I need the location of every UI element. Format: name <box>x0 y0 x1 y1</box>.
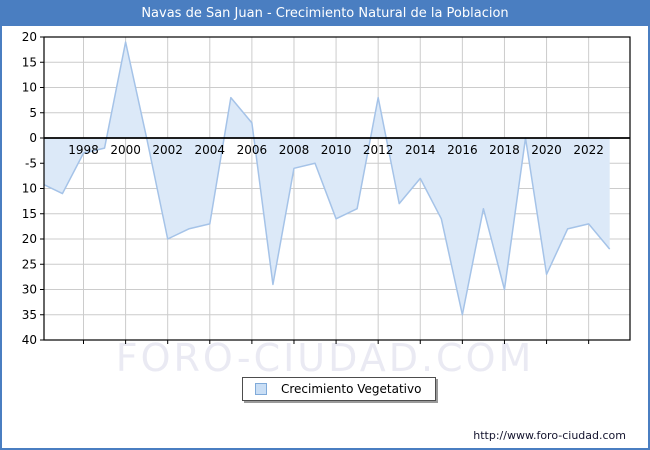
legend-item[interactable]: Crecimiento Vegetativo <box>242 377 437 401</box>
plot-area: 20 15 10 5 0 -5 -10 -15 -20 -25 -30 -35 -40 1998 2000 2… <box>22 32 640 354</box>
y-tick-label: 20 <box>22 32 37 44</box>
series-area <box>44 42 610 315</box>
chart-title-bar: Navas de San Juan - Crecimiento Natural … <box>2 2 648 26</box>
y-tick-label: -20 <box>22 232 37 246</box>
y-tick-label: 10 <box>22 81 37 95</box>
x-tick-label: 2022 <box>573 143 604 157</box>
y-tick-label: -30 <box>22 283 37 297</box>
chart-svg: 20 15 10 5 0 -5 -10 -15 -20 -25 -30 -35 -40 1998 2000 2… <box>22 32 631 347</box>
y-tick-label: 0 <box>29 131 37 145</box>
y-tick-label: 15 <box>22 55 37 69</box>
y-tick-label: -35 <box>22 308 37 322</box>
x-tick-label: 2000 <box>110 143 141 157</box>
x-tick-label: 2020 <box>531 143 562 157</box>
x-tick-label: 2002 <box>152 143 183 157</box>
legend-label: Crecimiento Vegetativo <box>281 382 422 396</box>
y-tick-label: -10 <box>22 182 37 196</box>
y-tick-label: -25 <box>22 257 37 271</box>
y-tick-label: -5 <box>25 156 37 170</box>
series-line <box>44 41 611 316</box>
x-tick-label: 2016 <box>447 143 478 157</box>
x-tick-label: 2012 <box>363 143 394 157</box>
legend-swatch-icon <box>255 383 267 395</box>
x-tick-label: 1998 <box>68 143 99 157</box>
x-tick-label: 2010 <box>321 143 352 157</box>
x-tick-label: 2014 <box>405 143 436 157</box>
footer-link[interactable]: http://www.foro-ciudad.com <box>473 429 626 442</box>
y-tick-label: -15 <box>22 207 37 221</box>
x-tick-label: 2018 <box>489 143 520 157</box>
x-tick-label: 2008 <box>279 143 310 157</box>
y-tick-label: -40 <box>22 333 37 347</box>
y-tick-label: 5 <box>29 106 37 120</box>
chart-title: Navas de San Juan - Crecimiento Natural … <box>141 6 509 21</box>
x-tick-label: 2004 <box>195 143 226 157</box>
x-tick-label: 2006 <box>237 143 268 157</box>
